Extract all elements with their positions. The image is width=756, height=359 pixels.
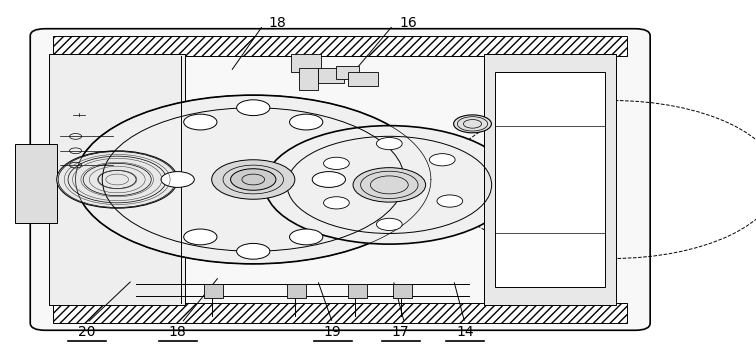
- Circle shape: [57, 151, 178, 208]
- Circle shape: [454, 115, 491, 133]
- Bar: [49, 54, 185, 305]
- Bar: [204, 284, 223, 298]
- Circle shape: [184, 114, 217, 130]
- Circle shape: [376, 137, 402, 150]
- Text: 18: 18: [268, 17, 286, 30]
- Circle shape: [237, 243, 270, 259]
- Bar: [287, 284, 306, 298]
- Bar: [53, 36, 627, 56]
- Bar: [53, 303, 627, 323]
- Bar: [348, 72, 378, 86]
- Circle shape: [429, 154, 455, 166]
- Circle shape: [290, 114, 323, 130]
- Bar: [393, 284, 412, 298]
- Circle shape: [324, 197, 349, 209]
- Circle shape: [76, 95, 431, 264]
- Circle shape: [231, 169, 276, 190]
- Bar: [318, 68, 344, 83]
- Circle shape: [237, 100, 270, 116]
- Circle shape: [290, 229, 323, 245]
- Circle shape: [324, 157, 349, 169]
- Bar: [299, 68, 318, 90]
- Text: 19: 19: [324, 325, 342, 339]
- Circle shape: [265, 126, 514, 244]
- Bar: [15, 144, 57, 223]
- Bar: [291, 54, 321, 72]
- Text: 17: 17: [392, 325, 410, 339]
- FancyBboxPatch shape: [30, 29, 650, 330]
- Bar: [484, 54, 616, 305]
- Bar: [336, 66, 359, 79]
- Text: 14: 14: [456, 325, 474, 339]
- Circle shape: [161, 172, 194, 187]
- Text: 16: 16: [399, 17, 417, 30]
- Circle shape: [437, 195, 463, 207]
- Circle shape: [212, 160, 295, 199]
- Text: 20: 20: [78, 325, 96, 339]
- Circle shape: [376, 218, 402, 230]
- Circle shape: [184, 229, 217, 245]
- Circle shape: [353, 168, 426, 202]
- Bar: [348, 284, 367, 298]
- Text: 18: 18: [169, 325, 187, 339]
- Circle shape: [312, 172, 345, 187]
- Bar: [495, 72, 605, 287]
